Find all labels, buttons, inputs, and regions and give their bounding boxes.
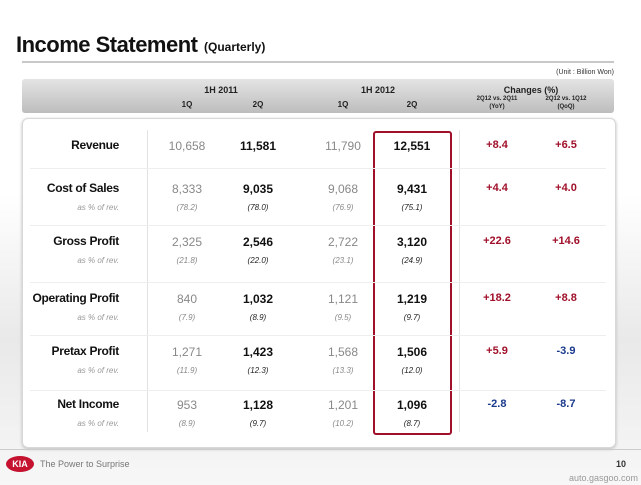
sub-value: (9.7) — [249, 419, 267, 428]
cell-value: -2.8 — [487, 398, 507, 410]
cell-value: +8.4 — [486, 139, 508, 151]
sub-value: (75.1) — [401, 203, 423, 212]
column-header: 1Q — [337, 100, 349, 109]
sub-value: (9.7) — [403, 313, 421, 322]
cell-value: 9,431 — [396, 182, 428, 196]
sub-label: as % of rev. — [77, 203, 119, 212]
cell-value: +6.5 — [555, 139, 577, 151]
cell-value: +5.9 — [486, 345, 508, 357]
slogan: The Power to Surprise — [40, 459, 130, 469]
sub-value: (8.7) — [403, 419, 421, 428]
row-separator — [30, 390, 606, 391]
cell-value: 9,068 — [327, 182, 359, 196]
rule — [22, 61, 614, 63]
column-header: 1Q — [181, 100, 193, 109]
sub-value: (8.9) — [249, 313, 267, 322]
cell-value: 2,325 — [171, 235, 203, 249]
sub-label: as % of rev. — [77, 313, 119, 322]
row-label: Revenue — [71, 138, 119, 152]
row-separator — [30, 335, 606, 336]
cell-value: +14.6 — [552, 235, 580, 247]
sub-value: (12.3) — [247, 366, 269, 375]
sub-value: (78.0) — [247, 203, 269, 212]
cell-value: 1,032 — [242, 292, 274, 306]
sub-label: as % of rev. — [77, 419, 119, 428]
cell-value: 2,722 — [327, 235, 359, 249]
unit: (Unit : Billion Won) — [556, 69, 614, 76]
subtitle: (Quarterly) — [204, 40, 266, 54]
cell-value: 953 — [176, 398, 198, 412]
cell-value: -8.7 — [556, 398, 576, 410]
row-separator — [30, 282, 606, 283]
row-separator — [30, 168, 606, 169]
cell-value: +8.8 — [555, 292, 577, 304]
table-box — [22, 118, 616, 448]
cell-value: +4.4 — [486, 182, 508, 194]
sub-value: (76.9) — [332, 203, 354, 212]
sub-value: (8.9) — [178, 419, 196, 428]
column-header: 2Q — [252, 100, 264, 109]
cell-value: +18.2 — [483, 292, 511, 304]
header-band — [22, 79, 614, 113]
cell-value: -3.9 — [556, 345, 576, 357]
title: Income Statement — [16, 32, 198, 57]
divider — [459, 130, 460, 432]
cell-value: 10,658 — [168, 139, 206, 153]
footer-rule — [0, 449, 641, 450]
logo: KIA — [6, 456, 34, 472]
watermark: auto.gasgoo.com — [568, 473, 638, 483]
group-header: Changes (%) — [503, 85, 559, 95]
cell-value: 12,551 — [393, 139, 431, 153]
cell-value: 9,035 — [242, 182, 274, 196]
cell-value: +4.0 — [555, 182, 577, 194]
cell-value: 840 — [176, 292, 198, 306]
sub-value: (23.1) — [332, 256, 354, 265]
cell-value: 1,271 — [171, 345, 203, 359]
cell-value: 1,128 — [242, 398, 274, 412]
highlight-box — [373, 131, 452, 435]
sub-value: (10.2) — [332, 419, 354, 428]
divider — [147, 130, 148, 432]
page-number: 10 — [616, 459, 627, 469]
change-header-note: (YoY) — [489, 104, 505, 110]
sub-label: as % of rev. — [77, 366, 119, 375]
sub-value: (9.5) — [334, 313, 352, 322]
row-label: Pretax Profit — [51, 344, 120, 358]
cell-value: 11,581 — [239, 139, 277, 153]
change-header-note: (QoQ) — [557, 104, 575, 110]
cell-value: +22.6 — [483, 235, 511, 247]
sub-label: as % of rev. — [77, 256, 119, 265]
row-label: Gross Profit — [53, 234, 119, 248]
sub-value: (7.9) — [178, 313, 196, 322]
cell-value: 3,120 — [396, 235, 428, 249]
sub-value: (78.2) — [176, 203, 198, 212]
sub-value: (22.0) — [247, 256, 269, 265]
row-separator — [30, 225, 606, 226]
cell-value: 1,568 — [327, 345, 359, 359]
row-label: Net Income — [57, 397, 119, 411]
change-header: 2Q12 vs. 2Q11 — [476, 96, 518, 102]
change-header: 2Q12 vs. 1Q12 — [545, 96, 587, 102]
cell-value: 1,096 — [396, 398, 428, 412]
group-header: 1H 2012 — [360, 85, 396, 95]
cell-value: 8,333 — [171, 182, 203, 196]
cell-value: 11,790 — [325, 139, 361, 153]
sub-value: (12.0) — [401, 366, 423, 375]
cell-value: 2,546 — [242, 235, 274, 249]
sub-value: (21.8) — [176, 256, 198, 265]
cell-value: 1,201 — [327, 398, 359, 412]
cell-value: 1,121 — [327, 292, 359, 306]
sub-value: (13.3) — [332, 366, 354, 375]
sub-value: (24.9) — [401, 256, 423, 265]
cell-value: 1,506 — [396, 345, 428, 359]
row-label: Cost of Sales — [46, 181, 119, 195]
cell-value: 1,423 — [242, 345, 274, 359]
row-label: Operating Profit — [32, 291, 119, 305]
cell-value: 1,219 — [396, 292, 428, 306]
column-header: 2Q — [406, 100, 418, 109]
sub-value: (11.9) — [176, 366, 198, 375]
group-header: 1H 2011 — [204, 85, 238, 95]
